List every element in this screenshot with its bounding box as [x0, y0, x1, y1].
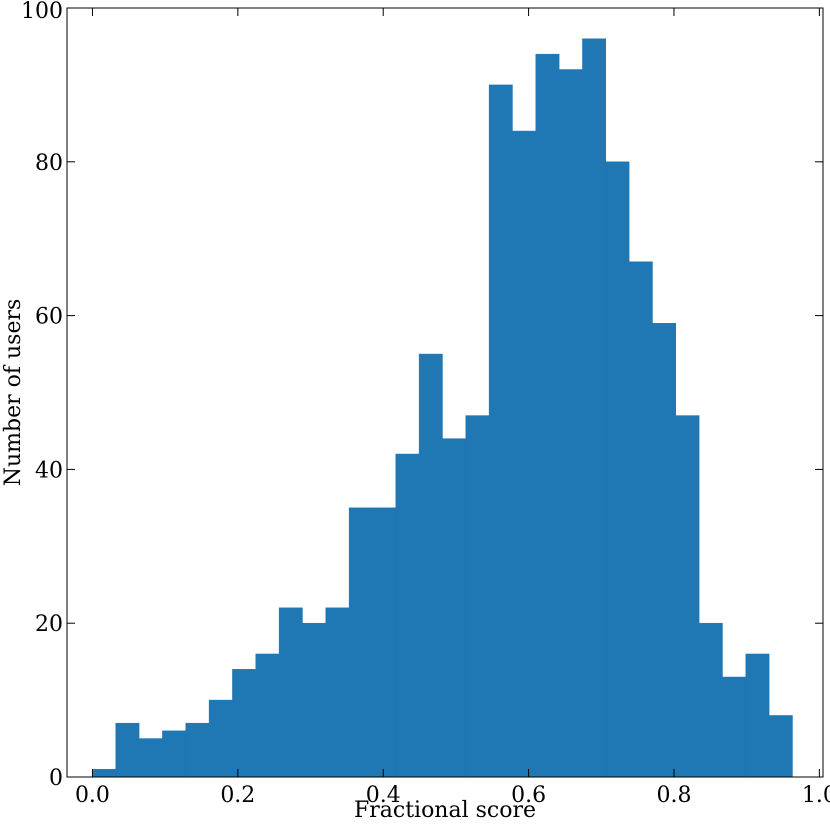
x-tick-label: 0.8 [656, 783, 691, 808]
histogram-bar [92, 769, 117, 778]
histogram-bar [442, 438, 467, 778]
histogram-bar [605, 161, 630, 778]
bars-group [92, 38, 793, 778]
y-tick-label: 20 [35, 612, 63, 637]
histogram-bar [325, 607, 350, 778]
y-tick-label: 40 [35, 458, 63, 483]
histogram-bar [348, 507, 373, 778]
x-tick-label: 0.4 [366, 783, 401, 808]
histogram-bar [512, 130, 537, 778]
y-tick-label: 60 [35, 305, 63, 330]
histogram-bar [465, 415, 490, 778]
histogram-bar [372, 507, 397, 778]
histogram-bar [232, 669, 257, 778]
histogram-bar [582, 38, 607, 778]
histogram-bar [395, 453, 420, 778]
x-axis: 0.0 0.2 0.4 0.6 0.8 1.0 [75, 8, 830, 808]
y-axis-label: Number of users [1, 299, 26, 487]
histogram-bar [302, 622, 327, 778]
histogram-bar [652, 323, 677, 778]
histogram-bar [768, 715, 793, 778]
x-tick-label: 0.0 [75, 783, 110, 808]
histogram-bar [208, 699, 233, 778]
x-tick-label: 0.6 [511, 783, 546, 808]
y-tick-label: 100 [21, 0, 63, 24]
x-tick-label: 0.2 [220, 783, 255, 808]
histogram-bar [278, 607, 303, 778]
histogram-bar [628, 261, 653, 778]
histogram-bar [255, 653, 280, 778]
y-tick-label: 80 [35, 151, 63, 176]
histogram-bar [698, 622, 723, 778]
histogram-bar [535, 53, 560, 778]
y-axis: 0 20 40 60 80 100 [21, 0, 823, 791]
histogram-bar [722, 676, 747, 778]
histogram-bar [745, 653, 770, 778]
histogram-bar [488, 84, 513, 778]
histogram-bar [418, 353, 443, 778]
histogram-bar [138, 738, 163, 778]
histogram-bar [115, 722, 140, 778]
histogram-bar [185, 722, 210, 778]
histogram-bar [162, 730, 187, 778]
y-tick-label: 0 [49, 766, 63, 791]
histogram-bar [675, 415, 700, 778]
x-axis-label: Fractional score [354, 798, 536, 823]
plot-frame [66, 7, 824, 778]
histogram-bar [558, 69, 583, 778]
x-tick-label: 1.0 [802, 783, 830, 808]
